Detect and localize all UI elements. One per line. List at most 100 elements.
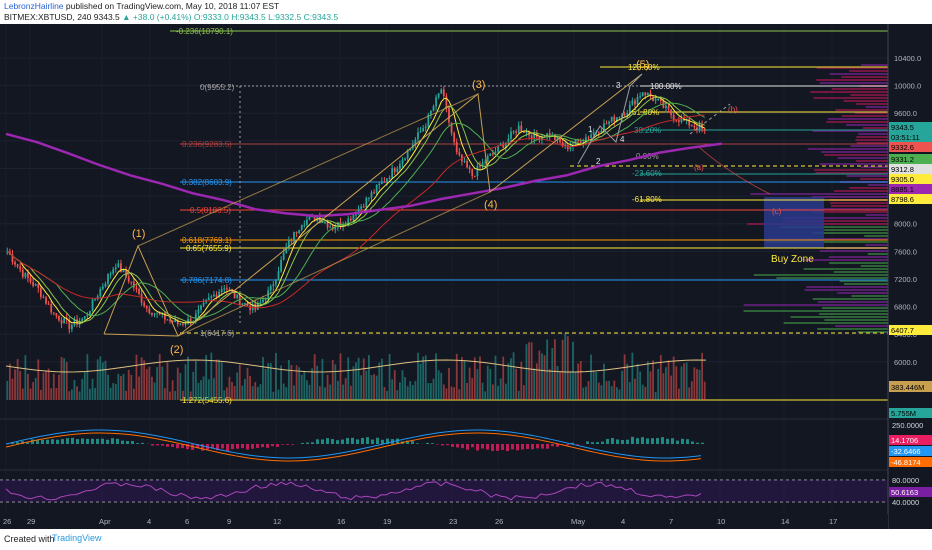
volume-bar (409, 381, 412, 400)
candle-body (362, 206, 365, 208)
author-link[interactable]: LebronzHairline (4, 1, 64, 11)
x-tick-label: 26 (3, 517, 11, 526)
price-tag-text: 6407.7 (891, 326, 914, 335)
volume-bar (213, 378, 215, 400)
candle-body (600, 130, 603, 133)
volume-bar (259, 384, 262, 400)
moving-averages (5, 94, 723, 324)
y-tick-label: 7600.0 (894, 247, 917, 256)
macd-hist-bar (376, 437, 379, 444)
volume-bar (109, 387, 112, 400)
macd-hist-bar (126, 440, 129, 444)
volume-bar (572, 341, 574, 400)
candle-body (104, 283, 107, 287)
fib-label-382: 0.382(8603.9) (182, 178, 232, 187)
volume-bar (326, 374, 329, 400)
macd-hist-bar (461, 444, 464, 449)
candle-body (512, 131, 515, 133)
volume-bar (486, 365, 489, 400)
macd-hist-bar (336, 440, 339, 444)
volume-bar (6, 380, 9, 400)
candle-body (47, 303, 50, 305)
volume-profile-bar (849, 187, 888, 189)
candle-body (347, 218, 350, 225)
x-tick-label: 10 (717, 517, 725, 526)
volume-bar (427, 383, 430, 400)
candle-body (386, 178, 388, 182)
volume-profile-bar (804, 259, 888, 261)
macd-hist-bar (326, 438, 329, 444)
candle-body (91, 299, 94, 311)
candle-body (424, 126, 427, 129)
candle-body (515, 131, 518, 133)
chart-area[interactable]: (c) Buy Zone -0.236(10790.1) 0(9955.2) 0… (0, 24, 932, 529)
candle-body (233, 291, 236, 298)
volume-bar (582, 387, 585, 400)
rsi-panel (0, 479, 888, 503)
volume-profile-bar (857, 331, 888, 333)
volume-bar (510, 358, 512, 400)
macd-hist-bar (516, 444, 519, 451)
fib-label-618: 0.618(7769.1) (182, 236, 232, 245)
candle-body (432, 106, 435, 111)
volume-bar (81, 378, 84, 400)
candle-body (68, 319, 71, 330)
candle-body (497, 145, 499, 152)
volume-profile-bar (867, 253, 888, 255)
published-text: published on TradingView.com, May 10, 20… (65, 1, 280, 11)
volume-bar (378, 362, 381, 400)
candle-body (303, 224, 306, 226)
volume-profile-bar (827, 118, 888, 120)
volume-bar (63, 358, 66, 400)
x-tick-label: 14 (781, 517, 789, 526)
macd-signal-line (5, 432, 702, 462)
volume-bar (401, 370, 404, 400)
volume-bar (220, 362, 223, 400)
volume-profile-bar (837, 157, 888, 159)
ma-line (7, 102, 705, 319)
candle-body (680, 118, 683, 122)
volume-bar (282, 383, 285, 400)
candle-body (445, 96, 448, 108)
volume-bar (468, 367, 471, 400)
volume-bar (556, 365, 559, 400)
price-tag-text: 9305.0 (891, 175, 914, 184)
volume-bar (380, 358, 383, 400)
volume-profile-bar (811, 196, 888, 198)
volume-bar (228, 376, 231, 400)
elliott-wave-lines (103, 73, 731, 337)
volume-profile-bar (846, 175, 888, 177)
y-tick-label: 8000.0 (894, 220, 917, 229)
candle-body (220, 289, 223, 292)
volume-bar (171, 380, 174, 400)
time-axis[interactable] (0, 514, 888, 529)
price-tag-box (889, 154, 932, 164)
tradingview-logo[interactable]: TradingView (52, 533, 102, 543)
volume-bar (290, 364, 293, 400)
macd-hist-bar (476, 444, 479, 451)
volume-bar (16, 358, 19, 400)
candle-body (171, 320, 174, 323)
volume-bar (27, 374, 29, 400)
volume-bar (370, 375, 373, 400)
volume-bar (473, 357, 476, 400)
volume-bar (355, 362, 357, 400)
volume-profile-bar (750, 193, 888, 195)
macd-hist-bar (406, 440, 409, 444)
volume-bar (360, 375, 363, 400)
volume-bar (101, 362, 104, 400)
volume-bar (621, 370, 623, 400)
volume-bar (277, 389, 280, 400)
footer-bar: Created with TradingView (0, 529, 932, 550)
candle-body (120, 263, 122, 273)
volume-bar (466, 382, 468, 400)
volume-bar (396, 390, 399, 400)
macd-hist-bar (561, 444, 564, 445)
candle-body (628, 104, 631, 113)
volume-bar (561, 339, 564, 400)
macd-hist-bar (186, 444, 189, 450)
macd-hist-bar (331, 439, 334, 444)
price-chart[interactable]: (c) Buy Zone -0.236(10790.1) 0(9955.2) 0… (0, 24, 932, 529)
volume-profile-bar (812, 130, 888, 132)
volume-bar (688, 387, 691, 400)
